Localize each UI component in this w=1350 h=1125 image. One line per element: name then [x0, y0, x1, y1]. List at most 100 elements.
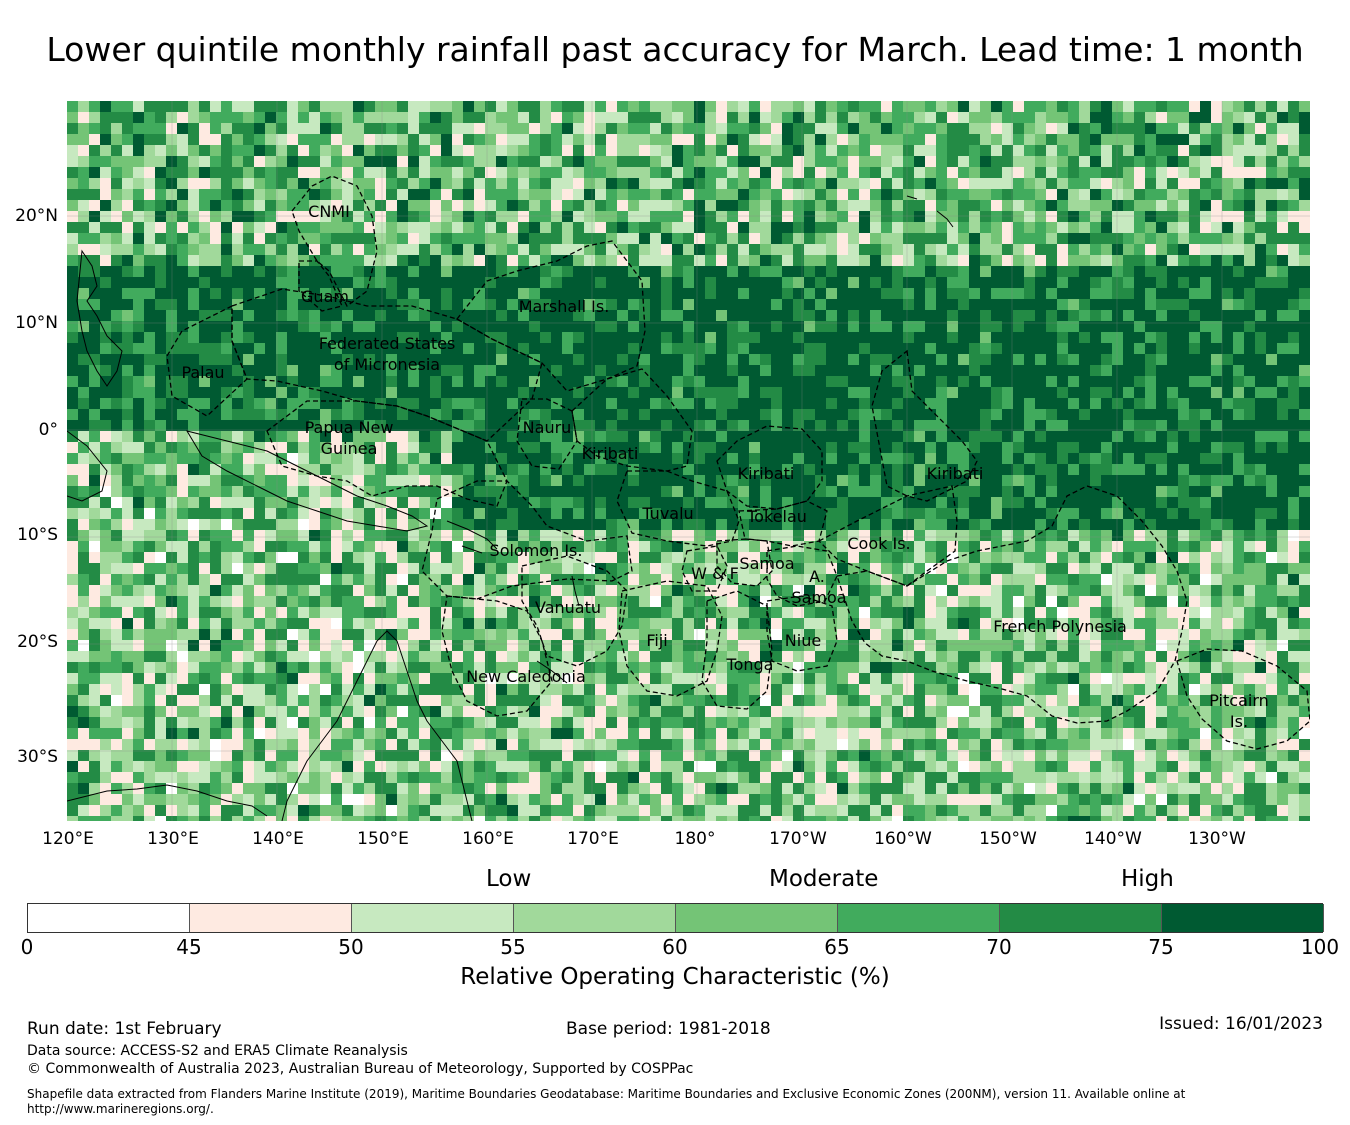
lat-label-30s: 30°S: [17, 747, 58, 767]
nauru-eez: [516, 398, 578, 470]
french-polynesia-eez: [836, 485, 1188, 724]
samoa-eez: [716, 538, 773, 587]
new-caledonia-eez: [441, 595, 553, 717]
png-eez: [266, 400, 508, 507]
rainfall-accuracy-map[interactable]: CNMI Guam Marshall Is. Federated States …: [67, 101, 1310, 821]
colorbar-bin-50-55: [352, 904, 514, 932]
lat-label-20n: 20°N: [15, 206, 58, 226]
colorbar-bin-55-60: [514, 904, 676, 932]
american-samoa-eez: [766, 545, 838, 607]
vanuatu-eez: [521, 555, 628, 667]
colorbar: [27, 903, 1324, 933]
kiribati-phoenix-eez: [716, 425, 823, 510]
lat-label-0: 0°: [38, 420, 58, 440]
solomons-coast: [446, 520, 498, 554]
label-fiji: Fiji: [646, 631, 667, 650]
label-pitcairn-1: Pitcairn: [1209, 691, 1269, 710]
data-source: Data source: ACCESS-S2 and ERA5 Climate …: [27, 1043, 408, 1059]
label-new-caledonia: New Caledonia: [466, 667, 586, 686]
niue-eez: [766, 595, 838, 672]
lon-label-170e: 170°E: [567, 829, 619, 849]
lat-label-10n: 10°N: [15, 313, 58, 333]
colorbar-tick-60: 60: [662, 935, 688, 959]
run-date: Run date: 1st February: [27, 1019, 222, 1039]
label-guam: Guam: [301, 287, 349, 306]
cnmi-eez: [291, 175, 378, 307]
label-fsm-1: Federated States: [319, 334, 456, 353]
lon-label-150e: 150°E: [357, 829, 409, 849]
colorbar-tick-75: 75: [1148, 935, 1174, 959]
legend-category-moderate: Moderate: [769, 866, 879, 892]
lat-label-20s: 20°S: [17, 632, 58, 652]
label-kiribati-gilbert: Kiribati: [582, 444, 639, 463]
kiribati-line-eez: [871, 349, 978, 502]
label-niue: Niue: [785, 631, 821, 650]
copyright: © Commonwealth of Australia 2023, Austra…: [27, 1061, 694, 1077]
lat-label-10s: 10°S: [17, 525, 58, 545]
label-cook: Cook Is.: [847, 534, 910, 553]
australia-coast: [67, 630, 473, 821]
label-tonga: Tonga: [726, 655, 774, 674]
new-guinea-coast: [185, 430, 429, 532]
colorbar-bin-70-75: [1000, 904, 1162, 932]
fiji-eez: [618, 580, 723, 697]
label-pitcairn-2: Is.: [1230, 712, 1248, 731]
new-caledonia-coast: [536, 660, 568, 684]
chart-title: Lower quintile monthly rainfall past acc…: [46, 30, 1304, 69]
lon-label-140w: 140°W: [1084, 829, 1142, 849]
label-samoa: Samoa: [739, 554, 794, 573]
tuvalu-eez: [616, 470, 740, 547]
label-fsm-2: of Micronesia: [334, 355, 440, 374]
region-labels: CNMI Guam Marshall Is. Federated States …: [181, 202, 1268, 731]
lon-label-130e: 130°E: [147, 829, 199, 849]
label-tuvalu: Tuvalu: [641, 504, 693, 523]
graticule: [67, 101, 1310, 821]
lon-label-150w: 150°W: [979, 829, 1037, 849]
fsm-eez: [231, 288, 543, 442]
lon-label-130w: 130°W: [1188, 829, 1246, 849]
label-amsamoa-1: A.: [809, 567, 825, 586]
issued-date: Issued: 16/01/2023: [1159, 1014, 1323, 1034]
colorbar-tick-65: 65: [824, 935, 850, 959]
label-amsamoa-2: Samoa: [791, 588, 846, 607]
colorbar-tick-70: 70: [986, 935, 1012, 959]
colorbar-tick-55: 55: [500, 935, 526, 959]
lon-label-160w: 160°W: [874, 829, 932, 849]
legend-category-high: High: [1121, 866, 1174, 892]
label-vanuatu: Vanuatu: [535, 598, 601, 617]
accuracy-grid: [67, 101, 1310, 821]
legend-category-low: Low: [486, 866, 532, 892]
label-nauru: Nauru: [523, 418, 572, 437]
solomons-eez: [421, 480, 633, 600]
lon-label-140e: 140°E: [252, 829, 304, 849]
label-wallis-futuna: W & F: [691, 564, 739, 583]
colorbar-bin-0-45: [28, 904, 190, 932]
colorbar-tick-45: 45: [176, 935, 202, 959]
vanuatu-coast: [571, 575, 580, 607]
lon-label-170w: 170°W: [769, 829, 827, 849]
colorbar-tick-0: 0: [20, 935, 34, 959]
colorbar-bin-45-50: [190, 904, 352, 932]
label-cnmi: CNMI: [308, 202, 350, 221]
colorbar-title: Relative Operating Characteristic (%): [460, 964, 890, 990]
palau-eez: [166, 304, 248, 417]
hawaii-coast: [906, 195, 954, 228]
kiribati-gilbert-eez: [571, 368, 693, 472]
base-period: Base period: 1981-2018: [566, 1019, 771, 1039]
colorbar-bin-60-65: [676, 904, 838, 932]
lon-label-120e: 120°E: [42, 829, 94, 849]
cook-islands-eez: [817, 485, 958, 587]
label-palau: Palau: [181, 363, 224, 382]
label-kiribati-line: Kiribati: [927, 464, 984, 483]
label-png-2: Guinea: [321, 439, 378, 458]
map-canvas: CNMI Guam Marshall Is. Federated States …: [67, 101, 1310, 821]
label-french-polynesia: French Polynesia: [993, 617, 1127, 636]
label-png-1: Papua New: [305, 418, 394, 437]
eez-boundaries: [166, 175, 1310, 750]
borneo-coast: [67, 430, 108, 502]
label-tokelau: Tokelau: [746, 507, 807, 526]
tonga-eez: [701, 590, 773, 710]
label-kiribati-phoenix: Kiribati: [738, 464, 795, 483]
label-solomon: Solomon Is.: [490, 541, 583, 560]
colorbar-tick-50: 50: [338, 935, 364, 959]
